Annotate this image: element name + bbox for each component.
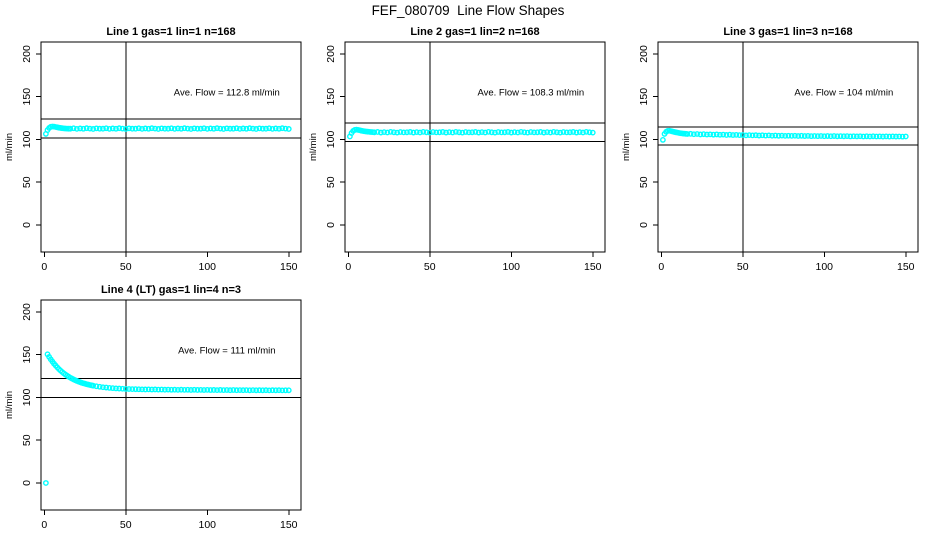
panel-plot-svg: 0 50 100 150 0 50 100 150 200 ml/min Line 1 gas=1 … (4, 26, 302, 273)
axes (653, 41, 919, 257)
reference-lines (345, 42, 605, 252)
svg-text:100: 100 (21, 131, 33, 149)
ave-flow-annotation: Ave. Flow = 108.3 ml/min (477, 87, 584, 98)
panel-title: Line 3 gas=1 lin=3 n=168 (723, 26, 852, 38)
panel-plot-svg: 0 50 100 150 0 50 100 150 200 ml/min Line 4 (LT) g… (4, 284, 302, 531)
panel-plot-svg: 0 50 100 150 0 50 100 150 200 ml/min Line 3 gas=1 … (621, 26, 919, 273)
svg-text:0: 0 (638, 222, 650, 228)
axes (36, 299, 302, 515)
panel-line-1: 0 50 100 150 0 50 100 150 200 ml/min Line 1 gas=1 … (0, 20, 312, 278)
svg-text:0: 0 (345, 261, 351, 273)
svg-text:50: 50 (120, 261, 132, 273)
panel-plot-svg: 0 50 100 150 0 50 100 150 200 ml/min Line 2 gas=1 … (308, 26, 606, 273)
axis-tick-labels: 0 50 100 150 0 50 100 150 200 (21, 303, 298, 531)
reference-lines (41, 300, 301, 510)
svg-text:150: 150 (21, 88, 33, 106)
svg-text:100: 100 (199, 519, 217, 531)
svg-text:50: 50 (737, 261, 749, 273)
y-axis-label: ml/min (308, 133, 319, 161)
ave-flow-annotation: Ave. Flow = 104 ml/min (794, 87, 893, 98)
svg-text:50: 50 (120, 519, 132, 531)
svg-text:50: 50 (21, 434, 33, 446)
svg-text:150: 150 (584, 261, 602, 273)
y-axis-label: ml/min (4, 133, 15, 161)
reference-lines (658, 42, 918, 252)
svg-text:0: 0 (325, 222, 337, 228)
svg-text:100: 100 (21, 389, 33, 407)
svg-text:150: 150 (280, 519, 298, 531)
panel-title: Line 2 gas=1 lin=2 n=168 (410, 26, 539, 38)
svg-text:100: 100 (325, 131, 337, 149)
svg-text:100: 100 (638, 131, 650, 149)
svg-text:200: 200 (21, 45, 33, 63)
svg-text:0: 0 (21, 222, 33, 228)
axes (340, 41, 606, 257)
y-axis-label: ml/min (621, 133, 632, 161)
svg-text:0: 0 (41, 261, 47, 273)
svg-text:50: 50 (21, 176, 33, 188)
panel-line-3: 0 50 100 150 0 50 100 150 200 ml/min Line 3 gas=1 … (617, 20, 929, 278)
panel-line-4: 0 50 100 150 0 50 100 150 200 ml/min Line 4 (LT) g… (0, 278, 312, 536)
axis-tick-labels: 0 50 100 150 0 50 100 150 200 (638, 45, 915, 273)
ave-flow-annotation: Ave. Flow = 112.8 ml/min (174, 87, 280, 98)
svg-text:150: 150 (325, 88, 337, 106)
svg-text:50: 50 (424, 261, 436, 273)
svg-text:100: 100 (503, 261, 521, 273)
axes (36, 41, 302, 257)
y-axis-label: ml/min (4, 391, 15, 419)
data-points (659, 127, 909, 143)
svg-text:0: 0 (658, 261, 664, 273)
svg-text:200: 200 (638, 45, 650, 63)
svg-text:50: 50 (325, 176, 337, 188)
data-points (346, 126, 596, 140)
svg-text:150: 150 (897, 261, 915, 273)
svg-text:0: 0 (21, 480, 33, 486)
ave-flow-annotation: Ave. Flow = 111 ml/min (178, 345, 275, 356)
svg-text:150: 150 (21, 346, 33, 364)
axis-tick-labels: 0 50 100 150 0 50 100 150 200 (325, 45, 602, 273)
data-points (42, 123, 292, 137)
svg-text:0: 0 (41, 519, 47, 531)
svg-text:150: 150 (638, 88, 650, 106)
panel-title: Line 1 gas=1 lin=1 n=168 (106, 26, 235, 38)
svg-text:100: 100 (199, 261, 217, 273)
axis-tick-labels: 0 50 100 150 0 50 100 150 200 (21, 45, 298, 273)
svg-text:150: 150 (280, 261, 298, 273)
main-title: FEF_080709 Line Flow Shapes (371, 3, 565, 18)
svg-text:50: 50 (638, 176, 650, 188)
data-points (42, 351, 292, 486)
svg-text:200: 200 (21, 303, 33, 321)
svg-text:100: 100 (816, 261, 834, 273)
panel-line-2: 0 50 100 150 0 50 100 150 200 ml/min Line 2 gas=1 … (304, 20, 616, 278)
reference-lines (41, 42, 301, 252)
panel-title: Line 4 (LT) gas=1 lin=4 n=3 (101, 284, 241, 296)
svg-text:200: 200 (325, 45, 337, 63)
